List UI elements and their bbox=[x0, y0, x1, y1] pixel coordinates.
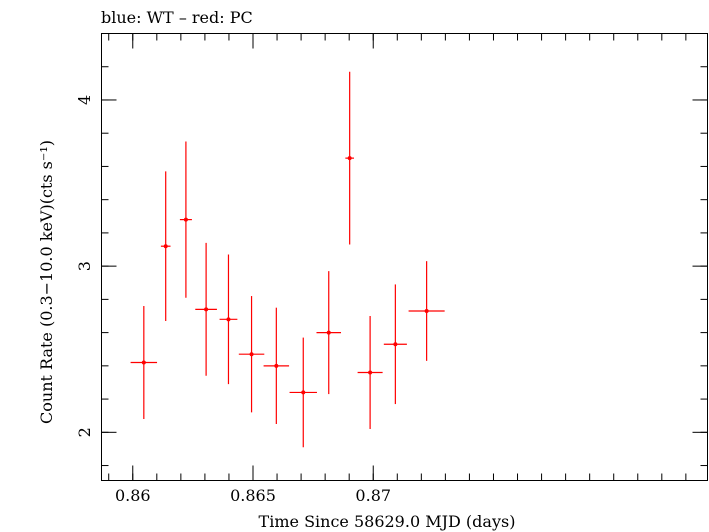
data-point bbox=[393, 342, 398, 347]
data-point bbox=[183, 217, 188, 222]
x-axis-label: Time Since 58629.0 MJD (days) bbox=[259, 512, 516, 531]
y-tick-label: 4 bbox=[75, 95, 94, 105]
data-point bbox=[347, 156, 352, 161]
data-point bbox=[368, 370, 373, 375]
data-point bbox=[301, 390, 306, 395]
y-axis-label: Count Rate (0.3−10.0 keV)(cts s⁻¹) bbox=[37, 140, 56, 424]
x-tick-label: 0.865 bbox=[230, 486, 276, 505]
axis-ticks bbox=[101, 33, 708, 481]
data-point bbox=[163, 244, 168, 249]
data-point bbox=[204, 307, 209, 312]
x-tick-labels: 0.86 0.865 0.87 bbox=[115, 486, 391, 505]
y-tick-label: 2 bbox=[75, 427, 94, 437]
plot-frame bbox=[101, 33, 708, 481]
data-point bbox=[326, 330, 331, 335]
data-point bbox=[424, 309, 429, 314]
y-tick-label: 3 bbox=[75, 261, 94, 271]
chart-title: blue: WT – red: PC bbox=[101, 8, 253, 27]
x-tick-label: 0.87 bbox=[355, 486, 391, 505]
data-points bbox=[130, 71, 445, 448]
data-point bbox=[141, 360, 146, 365]
x-tick-label: 0.86 bbox=[115, 486, 151, 505]
data-point bbox=[274, 363, 279, 368]
y-tick-labels: 2 3 4 bbox=[75, 95, 94, 438]
data-point bbox=[226, 317, 231, 322]
data-point bbox=[249, 352, 254, 357]
